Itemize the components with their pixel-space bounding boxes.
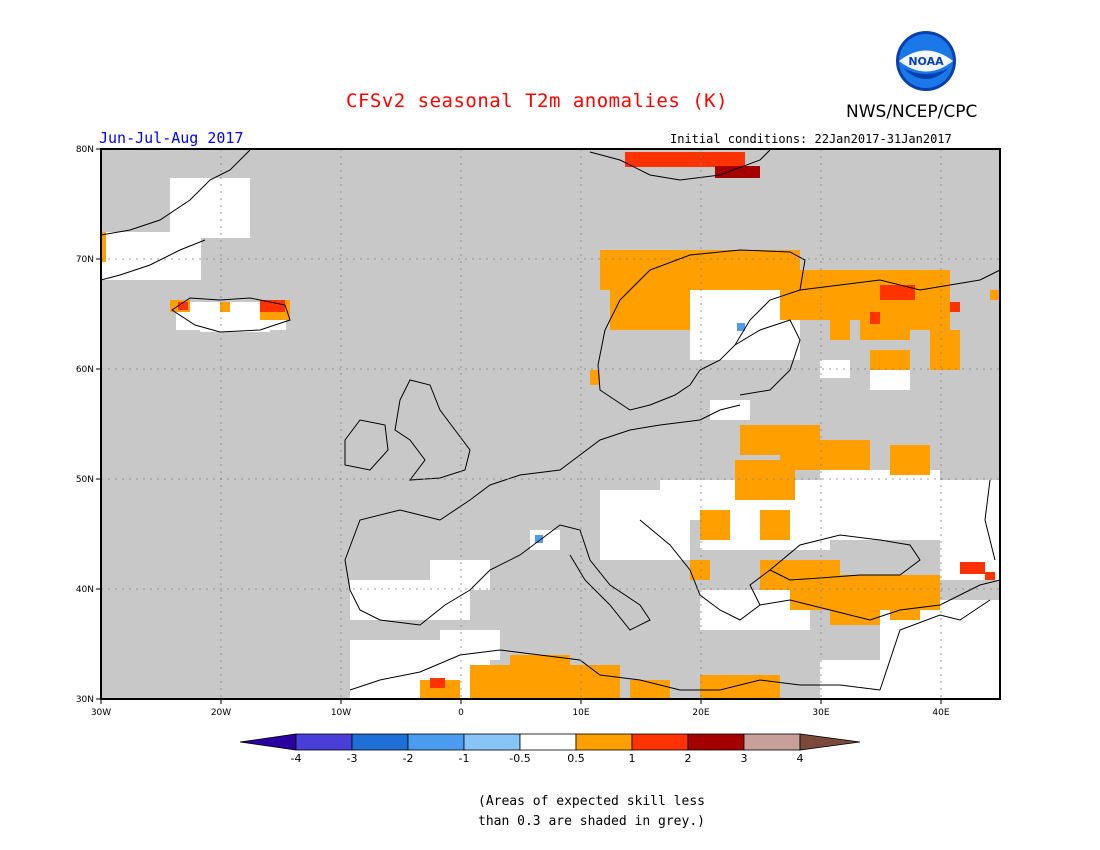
lon-label: 10W: [331, 708, 351, 718]
legend-label: -2: [403, 752, 414, 765]
red-anomaly-areas: [178, 152, 995, 688]
darkred-anomaly-areas: [715, 166, 760, 178]
legend-swatch: [295, 733, 353, 751]
lat-label: 80N: [76, 145, 94, 155]
lon-label: 20E: [692, 708, 709, 718]
gridlines: [101, 149, 1000, 699]
logo-text: NOAA: [908, 55, 944, 68]
lat-label: 40N: [76, 585, 94, 595]
skill-note-line: (Areas of expected skill less: [478, 794, 705, 809]
skill-note: (Areas of expected skill less than 0.3 a…: [478, 792, 705, 832]
lon-label: 40E: [932, 708, 949, 718]
legend-swatch-arrow-low: [239, 733, 297, 751]
legend-label: 0.5: [567, 752, 585, 765]
legend-label: 4: [797, 752, 804, 765]
lon-label: 30E: [812, 708, 829, 718]
lon-label: 10E: [572, 708, 589, 718]
lat-label: 50N: [76, 475, 94, 485]
legend-swatch: [575, 733, 633, 751]
legend-swatch: [351, 733, 409, 751]
legend-swatch: [687, 733, 745, 751]
legend-swatch-arrow-high: [799, 733, 861, 751]
legend-swatch: [631, 733, 689, 751]
skill-note-line: than 0.3 are shaded in grey.): [478, 814, 705, 829]
legend-label: -3: [347, 752, 358, 765]
legend-swatch: [463, 733, 521, 751]
lon-labels: 30W 20W 10W 0 10E 20E 30E 40E: [91, 708, 950, 718]
legend-swatch: [519, 733, 577, 751]
legend-label: 2: [685, 752, 692, 765]
legend-label: -1: [459, 752, 470, 765]
legend-swatch: [743, 733, 801, 751]
legend-swatch: [407, 733, 465, 751]
legend-label: -4: [291, 752, 302, 765]
legend-label: 3: [741, 752, 748, 765]
legend-label: -0.5: [509, 752, 530, 765]
noaa-logo: NOAA: [896, 31, 956, 91]
coastlines: [100, 149, 1001, 691]
lat-labels: 80N 70N 60N 50N 40N 30N: [76, 145, 94, 705]
lon-label: 30W: [91, 708, 111, 718]
legend-labels: -4 -3 -2 -1 -0.5 0.5 1 2 3 4: [291, 752, 804, 765]
lat-label: 30N: [76, 695, 94, 705]
axis-ticks: [96, 148, 942, 704]
lat-label: 70N: [76, 255, 94, 265]
legend-label: 1: [629, 752, 636, 765]
forecast-period: Jun-Jul-Aug 2017: [99, 129, 244, 147]
agency-label: NWS/NCEP/CPC: [846, 102, 978, 122]
initial-conditions: Initial conditions: 22Jan2017-31Jan2017: [670, 132, 952, 146]
map-frame: [100, 148, 1001, 700]
lon-label: 0: [458, 708, 464, 718]
lat-label: 60N: [76, 365, 94, 375]
chart-title: CFSv2 seasonal T2m anomalies (K): [346, 90, 729, 112]
lon-label: 20W: [211, 708, 231, 718]
blue-anomaly-areas: [535, 323, 745, 543]
